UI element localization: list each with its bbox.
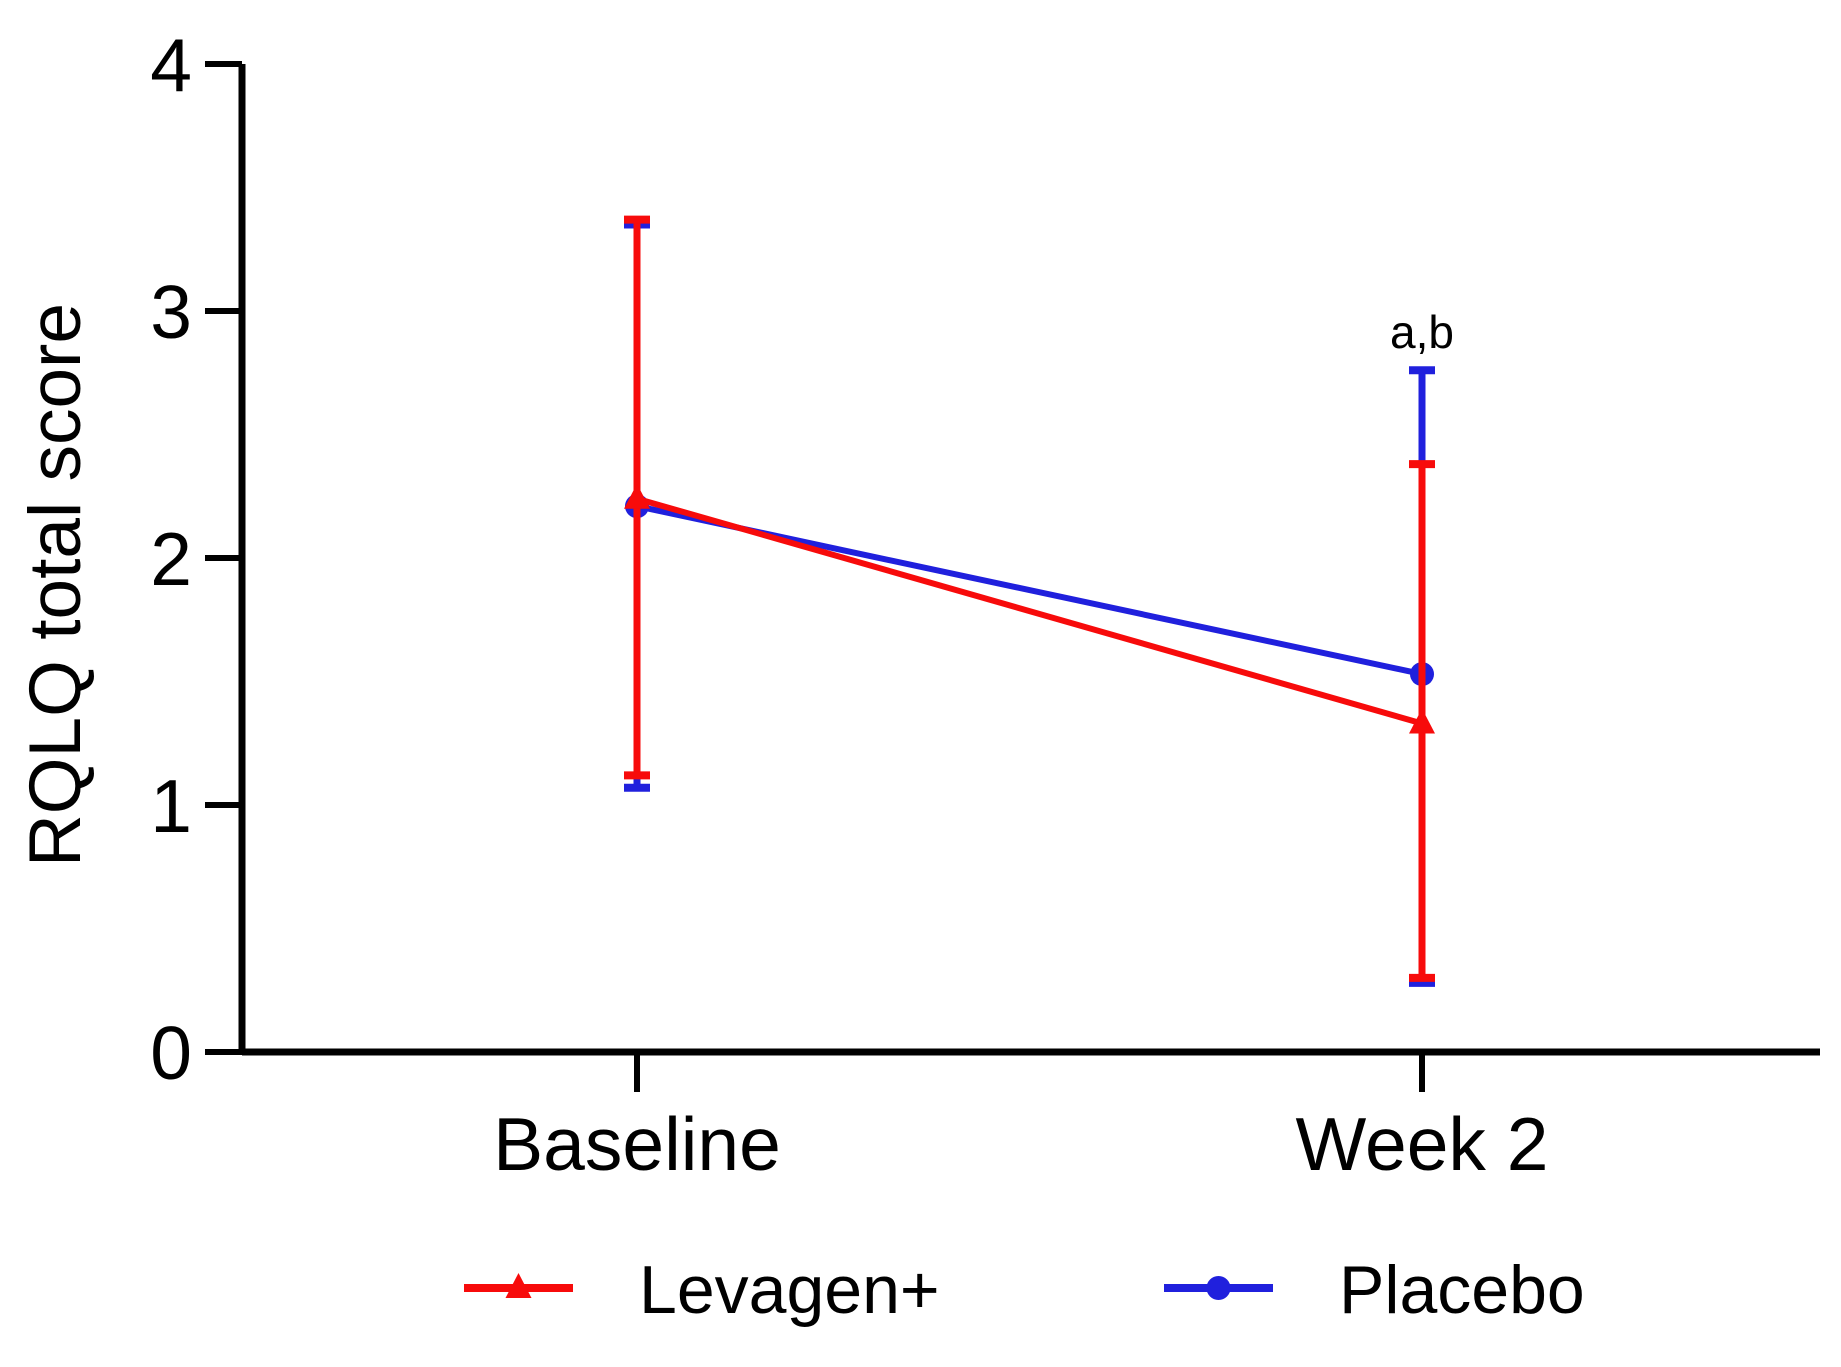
- legend: Levagen+ Placebo: [464, 1252, 1585, 1328]
- y-tick-label: 3: [150, 270, 192, 354]
- series-layer: [624, 215, 1435, 987]
- x-category-label: Week 2: [1296, 1102, 1549, 1186]
- series-placebo: [624, 220, 1435, 987]
- axes: [238, 64, 1820, 1056]
- triangle-marker-levagen: [1409, 708, 1435, 734]
- line-levagen: [636, 495, 1423, 727]
- legend-circle-marker: [1206, 1276, 1231, 1300]
- legend-triangle-marker: [505, 1273, 532, 1298]
- series-levagen: [624, 215, 1435, 982]
- legend-item-levagen: Levagen+: [464, 1252, 940, 1328]
- y-tick-label: 4: [150, 23, 192, 107]
- significance-annotation: a,b: [1390, 306, 1454, 358]
- y-axis-label: RQLQ total score: [15, 303, 96, 867]
- axis-ticks: 4 3 2 1 0 Baseline Week 2: [150, 23, 1548, 1186]
- triangle-marker-levagen: [624, 483, 650, 509]
- annotation-layer: a,b: [1390, 306, 1454, 358]
- legend-label-levagen: Levagen+: [639, 1252, 940, 1328]
- y-tick-label: 1: [150, 764, 192, 848]
- legend-label-placebo: Placebo: [1339, 1252, 1585, 1328]
- y-tick-label: 2: [150, 517, 192, 601]
- legend-item-placebo: Placebo: [1164, 1252, 1585, 1328]
- x-category-label: Baseline: [493, 1102, 781, 1186]
- y-tick-label: 0: [150, 1011, 192, 1095]
